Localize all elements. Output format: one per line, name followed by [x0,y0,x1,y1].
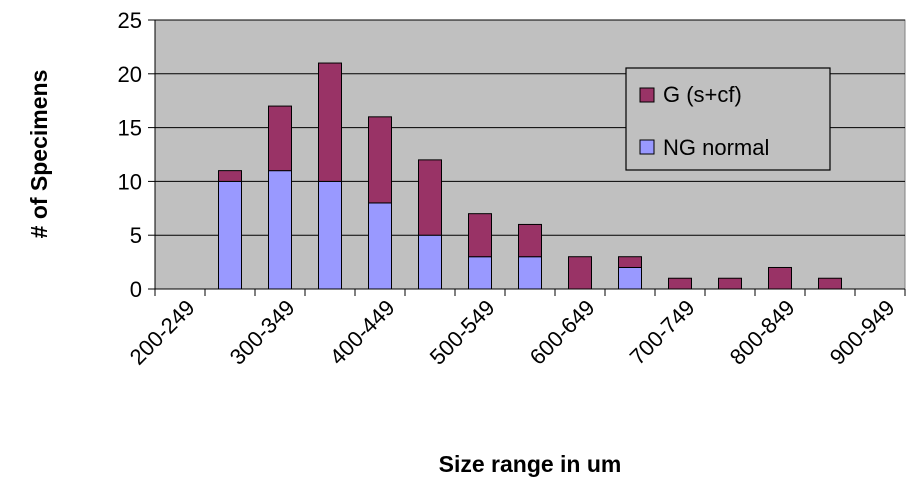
x-axis-title: Size range in um [439,451,622,477]
y-ticks: 0 5 10 15 20 25 [118,8,155,302]
bar-g-s-cf [668,277,692,290]
x-tick-label: 600-649 [525,295,600,370]
x-tick-label: 700-749 [625,295,700,370]
bar-g-s-cf [468,213,492,258]
legend: G (s+cf) NG normal [625,67,831,171]
bar-ng-normal [618,266,642,290]
y-tick-label: 0 [130,277,142,302]
x-tick-label: 900-949 [825,295,900,370]
bar-g-s-cf [318,62,342,182]
bar-ng-normal [418,234,442,290]
x-tick-label: 800-849 [725,295,800,370]
x-tick-label: 500-549 [425,295,500,370]
bar-ng-normal [268,170,292,290]
bar-g-s-cf [518,223,542,258]
y-tick-label: 25 [118,8,142,33]
bar-ng-normal [468,256,492,290]
legend-box [625,67,831,171]
y-tick-label: 20 [118,62,142,87]
bar-ng-normal [318,180,342,290]
x-ticks: 200-249 300-349 400-449 500-549 600-649 700-7… [125,289,906,370]
legend-label-ng: NG normal [663,135,769,160]
y-axis-title: # of Specimens [26,70,52,239]
x-tick-label: 300-349 [225,295,300,370]
bar-g-s-cf [418,159,442,236]
legend-swatch-g [639,87,655,103]
bar-g-s-cf [568,256,592,290]
bar-g-s-cf [368,116,392,204]
y-tick-label: 5 [130,223,142,248]
bar-g-s-cf [718,277,742,290]
bar-g-s-cf [268,105,292,172]
bar-ng-normal [518,256,542,290]
bar-g-s-cf [618,256,642,268]
bar-g-s-cf [218,170,242,182]
bar-ng-normal [368,202,392,290]
x-tick-label: 400-449 [325,295,400,370]
bar-ng-normal [218,180,242,290]
bar-g-s-cf [768,266,792,290]
legend-label-g: G (s+cf) [663,82,742,107]
legend-swatch-ng [639,139,655,155]
y-tick-label: 10 [118,169,142,194]
x-tick-label: 200-249 [125,295,200,370]
bar-g-s-cf [818,277,842,290]
y-tick-label: 15 [118,116,142,141]
